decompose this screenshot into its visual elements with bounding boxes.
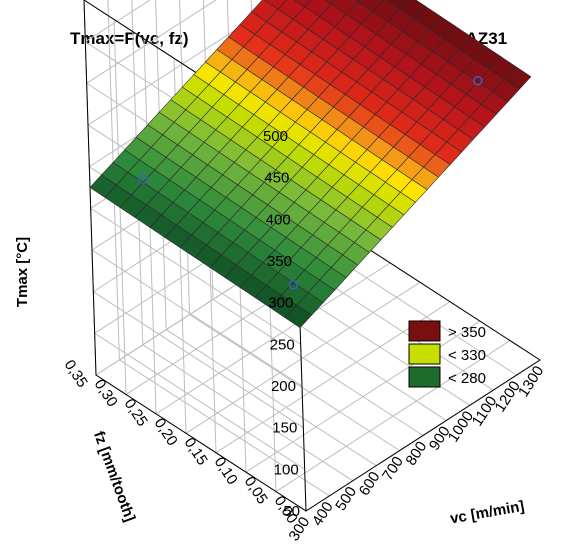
y-axis-label: fz [mm/tooth] — [90, 429, 138, 524]
surface-cell — [354, 0, 360, 2]
z-tick-label: 50 — [283, 503, 300, 520]
legend-swatch-mid — [408, 343, 441, 365]
surface-cell — [324, 0, 336, 5]
y-tick-label: 0,35 — [61, 357, 91, 391]
chart-title-left: Tmax=F(vc, fz) — [70, 29, 189, 48]
z-tick-label: 400 — [266, 211, 291, 228]
legend-label-low: < 280 — [448, 370, 486, 387]
x-axis-label: vc [m/min] — [449, 498, 526, 528]
x-tick-label: 1300 — [515, 363, 547, 400]
box-edge — [83, 0, 307, 512]
y-tick-label: 0,25 — [121, 396, 151, 430]
data-point — [288, 280, 299, 290]
legend: > 350 < 330 < 280 — [408, 320, 486, 388]
legend-label-high: > 350 — [448, 324, 486, 341]
z-tick-label: 350 — [267, 253, 292, 270]
z-tick-label: 250 — [270, 336, 295, 353]
legend-swatch-high — [408, 320, 441, 342]
z-tick-label: 100 — [274, 461, 299, 478]
z-axis-label: Tmax [°C] — [14, 237, 31, 307]
y-tick-label: 0,15 — [181, 435, 211, 469]
z-tick-label: 450 — [264, 170, 289, 187]
surface-cell — [294, 0, 312, 8]
y-tick-label: 0,20 — [151, 415, 181, 449]
z-tick-label: 500 — [263, 128, 288, 145]
surface-mesh — [89, 0, 532, 329]
z-tick-label: 300 — [268, 295, 293, 312]
data-points — [138, 75, 483, 290]
y-tick-label: 0,05 — [241, 474, 271, 508]
y-tick-label: 0,10 — [211, 454, 241, 488]
legend-label-mid: < 330 — [448, 347, 486, 364]
data-point — [473, 75, 483, 86]
y-tick-label: 0,30 — [91, 376, 121, 410]
z-tick-label: 150 — [272, 420, 297, 437]
legend-swatch-low — [408, 366, 441, 388]
data-point — [138, 174, 148, 185]
z-tick-label: 200 — [271, 378, 296, 395]
surface-cell — [503, 66, 532, 90]
